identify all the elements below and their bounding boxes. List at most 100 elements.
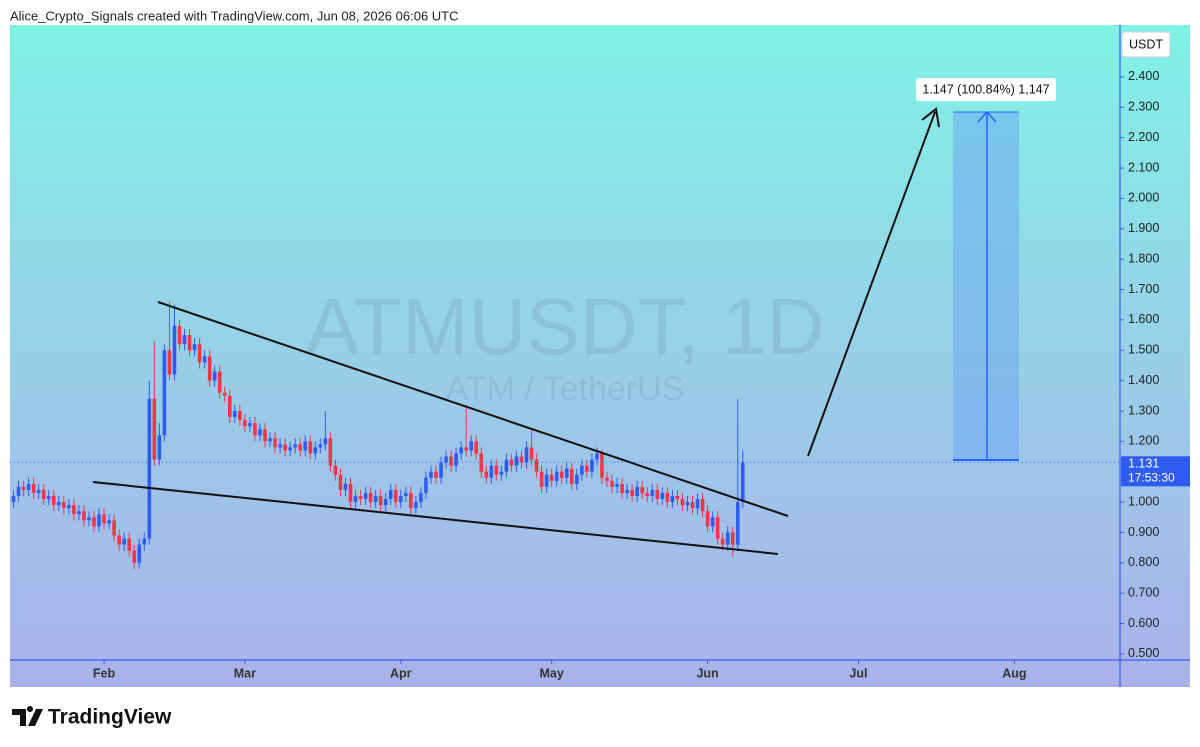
candle-body — [308, 441, 313, 454]
y-tick-label: 1.300 — [1128, 403, 1159, 417]
candle-body — [393, 489, 398, 503]
candle-body — [62, 502, 66, 509]
currency-box — [1121, 31, 1171, 58]
candle-body — [419, 492, 423, 503]
candle-body — [107, 520, 111, 524]
candle-body — [177, 325, 182, 345]
wedge-lower-line — [92, 481, 779, 555]
brand-logo: TradingView — [12, 706, 172, 729]
candle-body — [454, 453, 458, 466]
candle-body — [46, 496, 51, 500]
candle-body — [695, 499, 700, 509]
candle-body — [665, 492, 670, 503]
candle-body — [117, 535, 121, 545]
candle-body — [353, 496, 358, 503]
candle-body — [595, 453, 599, 460]
candle-body — [318, 444, 323, 448]
candle-body — [484, 471, 489, 478]
brand-icon — [12, 705, 43, 726]
candle-body — [660, 492, 665, 500]
candle-body — [77, 511, 81, 515]
candle-body — [222, 392, 227, 396]
candle-body — [87, 517, 91, 521]
candle-body — [16, 486, 21, 497]
candle-body — [132, 550, 137, 563]
candle-body — [112, 520, 116, 536]
candle-body — [725, 532, 730, 545]
projection-arrowhead — [921, 107, 940, 128]
x-tick-label: Mar — [234, 666, 256, 680]
candle-body — [705, 511, 710, 527]
candle-body — [283, 444, 287, 451]
measure-label: 1.147 (100.84%) 1,147 — [922, 82, 1049, 96]
candle-body — [554, 471, 559, 481]
attribution: Alice_Crypto_Signals created with Tradin… — [10, 8, 459, 23]
y-tick-label: 1.200 — [1128, 434, 1159, 448]
watermark-description: ATM / TetherUS — [446, 370, 685, 408]
candle-body — [31, 483, 36, 493]
candle-body — [544, 474, 549, 487]
candle-body — [514, 456, 519, 466]
candle-body — [192, 344, 197, 351]
candle-body — [182, 335, 187, 345]
candle-body — [102, 514, 106, 524]
candle-body — [368, 492, 373, 503]
y-tick-label: 1.600 — [1128, 312, 1159, 326]
y-tick-label: 1.900 — [1128, 221, 1159, 235]
candle-body — [489, 465, 494, 478]
candle-body — [519, 456, 524, 463]
candle-body — [127, 538, 131, 551]
y-tick-label: 1.000 — [1128, 494, 1159, 508]
candle-body — [293, 444, 297, 448]
measure-arrowhead — [977, 110, 997, 123]
candle-body — [439, 462, 443, 478]
last-price-box — [1121, 456, 1190, 487]
candle-body — [313, 447, 318, 454]
candle-body — [388, 489, 393, 500]
candle-body — [534, 459, 539, 472]
candle-body — [675, 496, 680, 500]
candle-body — [298, 444, 302, 451]
candle-body — [157, 435, 162, 460]
candle-body — [404, 492, 408, 497]
candle-body — [142, 538, 147, 545]
candle-body — [137, 544, 142, 563]
candle-body — [288, 447, 292, 451]
candle-body — [580, 465, 584, 475]
candle-body — [564, 468, 569, 478]
candle-body — [524, 447, 529, 463]
candle-body — [11, 496, 16, 503]
candle-body — [303, 441, 308, 451]
candle-body — [640, 486, 645, 493]
candle-body — [529, 447, 534, 460]
candle-body — [444, 456, 448, 463]
candle-body — [36, 489, 41, 493]
candle-body — [434, 471, 438, 478]
candle-body — [700, 499, 705, 512]
candle-body — [373, 496, 378, 503]
candle-body — [464, 447, 468, 451]
candle-body — [323, 438, 328, 445]
candle-body — [735, 502, 740, 545]
y-tick-label: 1.700 — [1128, 282, 1159, 296]
candle-body — [92, 517, 96, 527]
candle-body — [253, 423, 257, 436]
x-tick-label: Aug — [1002, 666, 1026, 680]
candle-body — [655, 489, 660, 500]
candle-body — [72, 505, 76, 515]
candle-body — [152, 398, 157, 460]
candle-body — [585, 465, 589, 472]
candle-body — [645, 492, 650, 497]
y-tick-label: 0.700 — [1128, 585, 1159, 599]
candle-body — [615, 483, 619, 487]
candle-body — [363, 492, 368, 500]
candle-body — [227, 395, 232, 418]
candle-body — [26, 483, 31, 490]
candle-body — [650, 489, 655, 497]
candle-body — [740, 462, 745, 503]
candle-body — [575, 474, 579, 484]
candle-body — [202, 356, 207, 363]
candle-body — [263, 429, 267, 442]
candle-body — [217, 371, 222, 393]
